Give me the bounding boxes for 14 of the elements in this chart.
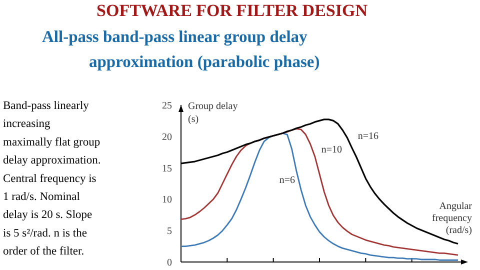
x-axis-title: Angular frequency (rad/s)	[432, 201, 473, 236]
y-axis-title: Group delay (s)	[188, 101, 238, 125]
y-tick-label: 20	[162, 132, 172, 143]
chart-title: SOFTWARE FOR FILTER DESIGN	[96, 1, 368, 20]
series-label: n=16	[358, 130, 378, 142]
chart-subtitle: All-pass band-pass linear group delay approximation (parabolic phase)	[42, 27, 320, 71]
series-label: n=6	[279, 174, 295, 186]
y-tick-label: 5	[167, 226, 172, 238]
text: Band-pass linearly increasing maximally flat group delay approximation. Central frequency is 1 rad/s. Nominal delay is 20 s. Slope is 5 s²/rad. n is the order of the filter.	[3, 100, 101, 258]
series-label: n=10	[321, 144, 342, 156]
y-tick-label: 0	[167, 258, 172, 268]
y-tick-label: 15	[162, 163, 172, 174]
y-tick-label: 10	[162, 194, 172, 206]
y-tick-label: 25	[162, 100, 172, 112]
